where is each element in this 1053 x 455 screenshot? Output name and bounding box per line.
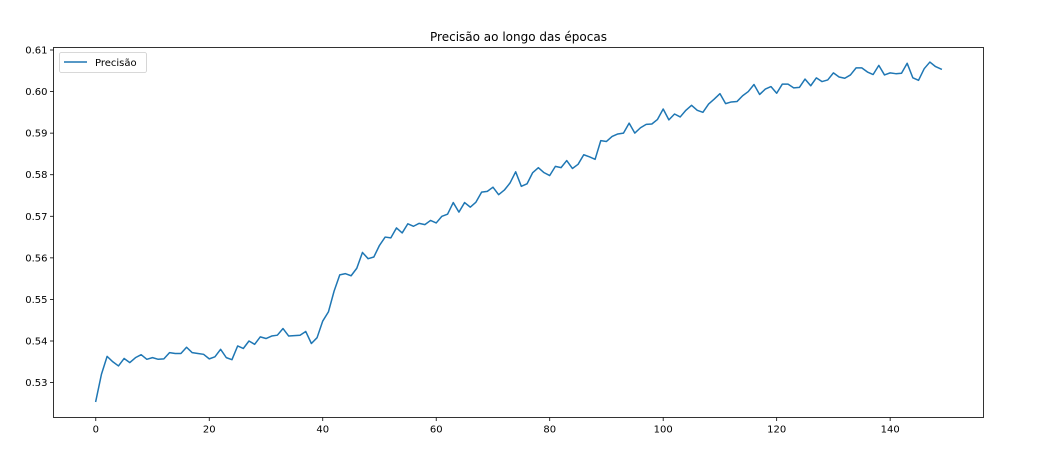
- y-tick-label: 0.60: [25, 87, 47, 98]
- y-tick-label: 0.61: [25, 45, 47, 56]
- y-tick-label: 0.56: [25, 253, 47, 264]
- y-tick-label: 0.55: [25, 295, 47, 306]
- legend-label: Precisão: [95, 58, 137, 69]
- chart-title: Precisão ao longo das épocas: [430, 30, 607, 44]
- axes-frame: [53, 47, 984, 418]
- x-axis: 0 20 40 60 80 100 120 140: [93, 417, 900, 436]
- x-tick-label: 140: [881, 425, 900, 436]
- legend-box: [59, 52, 147, 73]
- plot-area: [94, 61, 943, 403]
- x-tick-label: 80: [543, 425, 556, 436]
- x-tick-label: 0: [93, 425, 99, 436]
- x-tick-label: 60: [430, 425, 443, 436]
- y-tick-label: 0.54: [25, 337, 47, 348]
- x-tick-label: 120: [767, 425, 786, 436]
- y-tick-label: 0.58: [25, 170, 47, 181]
- y-tick-label: 0.59: [25, 129, 47, 140]
- x-tick-label: 20: [203, 425, 216, 436]
- y-tick-label: 0.53: [25, 378, 47, 389]
- y-axis: 0.53 0.54 0.55 0.56 0.57 0.58 0.59 0.60 0.61: [25, 45, 54, 389]
- x-tick-label: 40: [316, 425, 329, 436]
- legend: Precisão: [59, 52, 147, 73]
- series-line-precisao: [94, 61, 943, 403]
- y-tick-label: 0.57: [25, 212, 47, 223]
- x-tick-label: 100: [654, 425, 673, 436]
